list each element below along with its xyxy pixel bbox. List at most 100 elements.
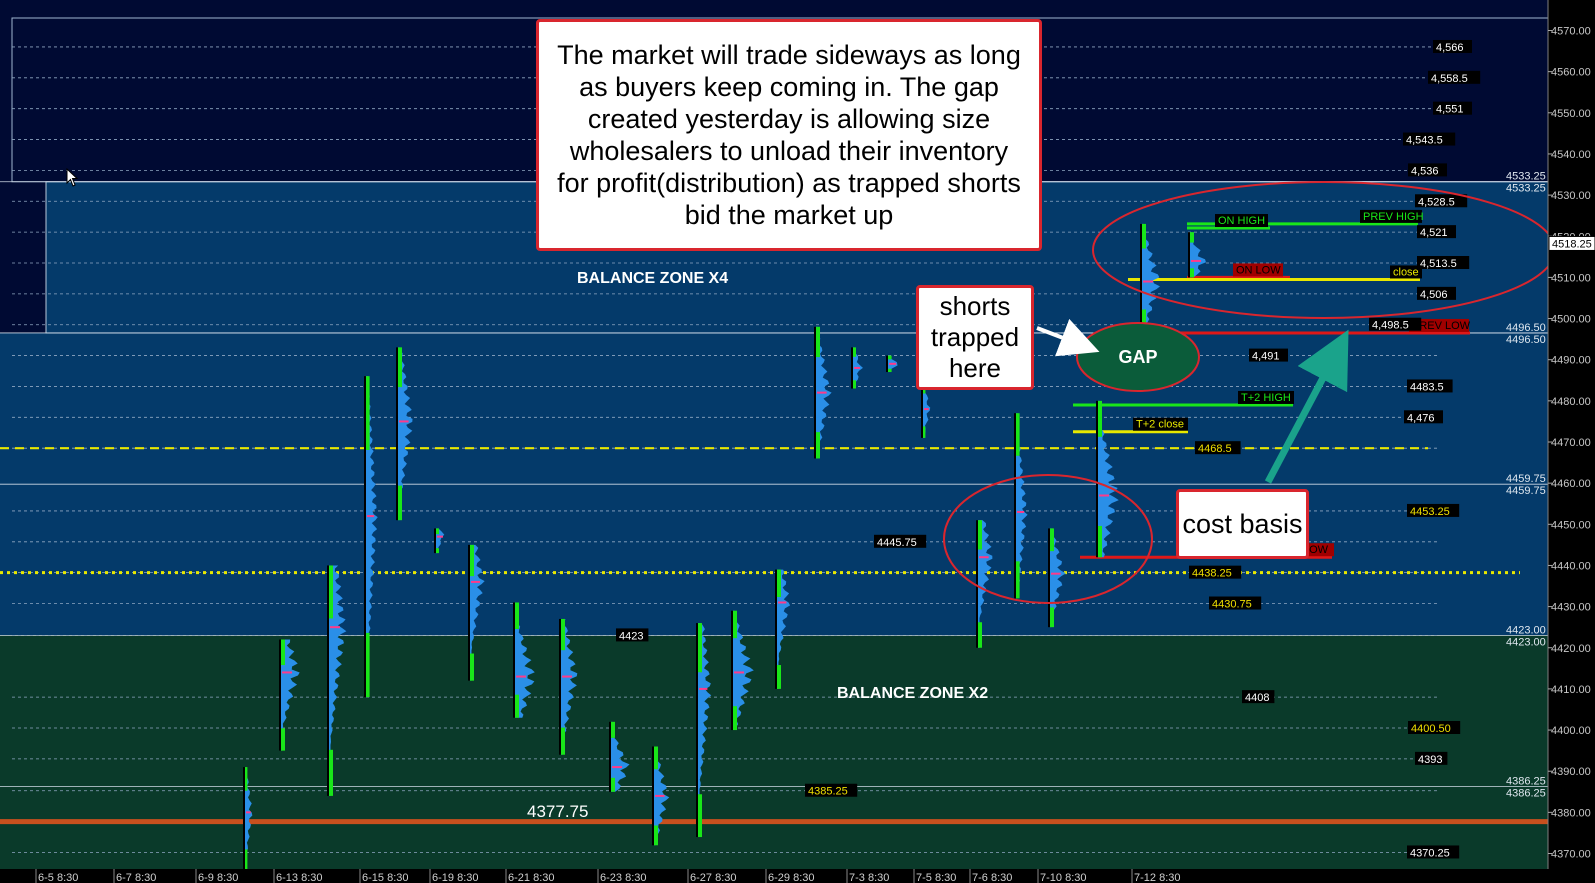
profile-tail-top [777, 569, 781, 598]
profile-tail-bottom [816, 432, 820, 459]
profile-poc [516, 675, 526, 678]
level-label: 4,528.5 [1418, 196, 1455, 208]
level-label: 4385.25 [808, 786, 848, 798]
profile-range-bar [396, 347, 398, 521]
profile-shape [1190, 232, 1206, 278]
level-label: 4453.25 [1410, 506, 1450, 518]
profile-tail-top [1142, 223, 1146, 249]
profile-tail-top [436, 528, 439, 535]
last-price-label: 4518.25 [1552, 238, 1592, 250]
profile-range-bar [513, 602, 515, 718]
boundary-label: 4533.25 [1506, 183, 1546, 195]
y-tick-label: 4430.00 [1551, 602, 1591, 614]
profile-tail-bottom [1050, 607, 1054, 628]
annotation-label: T+2 close [1136, 419, 1184, 431]
volume-profile [1014, 413, 1028, 599]
profile-shape [1142, 223, 1161, 331]
profile-range-bar [1014, 413, 1016, 599]
volume-profile [468, 544, 485, 681]
profile-tail-bottom [611, 777, 615, 792]
y-tick-label: 4420.00 [1551, 643, 1591, 655]
volume-profile [609, 721, 630, 792]
last-price-box [1548, 235, 1595, 251]
volume-profile [652, 746, 670, 846]
level-label: 4423 [619, 630, 643, 642]
profile-shape [281, 639, 300, 751]
profile-range-bar [468, 544, 470, 681]
profile-tail-bottom [436, 548, 439, 554]
profile-tail-top [281, 639, 285, 666]
profile-tail-top [816, 326, 820, 358]
boundary-label: 4386.25 [1506, 776, 1546, 788]
profile-poc [437, 535, 443, 538]
boundary-label: 4533.25 [1506, 171, 1546, 183]
profile-tail-bottom [853, 380, 856, 389]
main-callout: The market will trade sideways as long a… [536, 19, 1042, 251]
x-tick-label: 6-5 8:30 [38, 872, 78, 883]
profile-range-bar [851, 347, 853, 389]
annotation-label: LOW [1303, 544, 1329, 556]
level-label: 4,491 [1252, 351, 1280, 363]
level-label-bg [1403, 132, 1456, 146]
level-label-bg [1417, 225, 1456, 239]
profile-poc [562, 675, 572, 678]
profile-poc [1143, 280, 1153, 283]
annotation-label-bg [1390, 265, 1422, 279]
profile-tail-top [654, 746, 658, 770]
y-tick-label: 4410.00 [1551, 684, 1591, 696]
level-label-bg [1415, 194, 1468, 208]
profile-tail-top [515, 602, 519, 629]
profile-tail-top [888, 355, 892, 360]
y-tick-label: 4560.00 [1551, 67, 1591, 79]
level-label: 4,551 [1436, 104, 1464, 116]
y-tick-label: 4490.00 [1551, 355, 1591, 367]
profile-tail-bottom [654, 825, 658, 846]
annotation-label-bg [1409, 318, 1469, 332]
profile-tail-top [1016, 413, 1020, 456]
level-label: 4408 [1245, 692, 1269, 704]
profile-tail-bottom [777, 665, 781, 689]
cost-basis-ellipse [943, 474, 1153, 604]
profile-shape [777, 569, 791, 689]
profile-tail-top [853, 347, 856, 357]
profile-shape [366, 376, 378, 698]
profile-tail-bottom [698, 794, 702, 838]
y-tick-label: 4380.00 [1551, 807, 1591, 819]
annotation-label: PREV HIGH [1363, 211, 1424, 223]
level-label-bg [1415, 751, 1448, 765]
balance-zone-x4-label: BALANCE ZONE X4 [577, 270, 729, 287]
shorts-callout-text: shorts trapped here [930, 291, 1020, 383]
profile-shape [698, 623, 712, 838]
mouse-pointer-icon [66, 168, 79, 187]
profile-range-bar [364, 376, 366, 698]
profile-tail-top [698, 623, 702, 673]
profile-tail-top [245, 767, 248, 791]
profile-tail-bottom [329, 749, 333, 796]
level-label: 4468.5 [1198, 443, 1232, 455]
level-label-bg [1189, 565, 1242, 579]
profile-shape [245, 767, 253, 870]
x-tick-label: 6-29 8:30 [768, 872, 814, 883]
x-tick-label: 7-5 8:30 [916, 872, 956, 883]
profile-poc [399, 420, 409, 423]
profile-tail-top [611, 721, 615, 738]
boundary-label: 4423.00 [1506, 624, 1546, 636]
y-tick-label: 4450.00 [1551, 519, 1591, 531]
shorts-arrow [1036, 318, 1100, 357]
profile-tail-top [329, 565, 333, 619]
level-label-bg [616, 628, 649, 642]
profile-tail-bottom [515, 694, 519, 718]
x-tick-label: 7-3 8:30 [849, 872, 889, 883]
profile-poc [889, 362, 897, 365]
y-tick-label: 4390.00 [1551, 766, 1591, 778]
annotation-label: ON LOW [1236, 264, 1281, 276]
profile-tail-bottom [923, 426, 926, 438]
x-tick-label: 6-7 8:30 [116, 872, 156, 883]
annotation-label: close [1393, 266, 1419, 278]
volume-profile [279, 639, 300, 751]
profile-range-bar [731, 610, 733, 731]
level-label-bg [1195, 441, 1241, 455]
y-tick-label: 4530.00 [1551, 190, 1591, 202]
annotation-label-bg [1233, 263, 1283, 277]
volume-profile [243, 767, 253, 870]
